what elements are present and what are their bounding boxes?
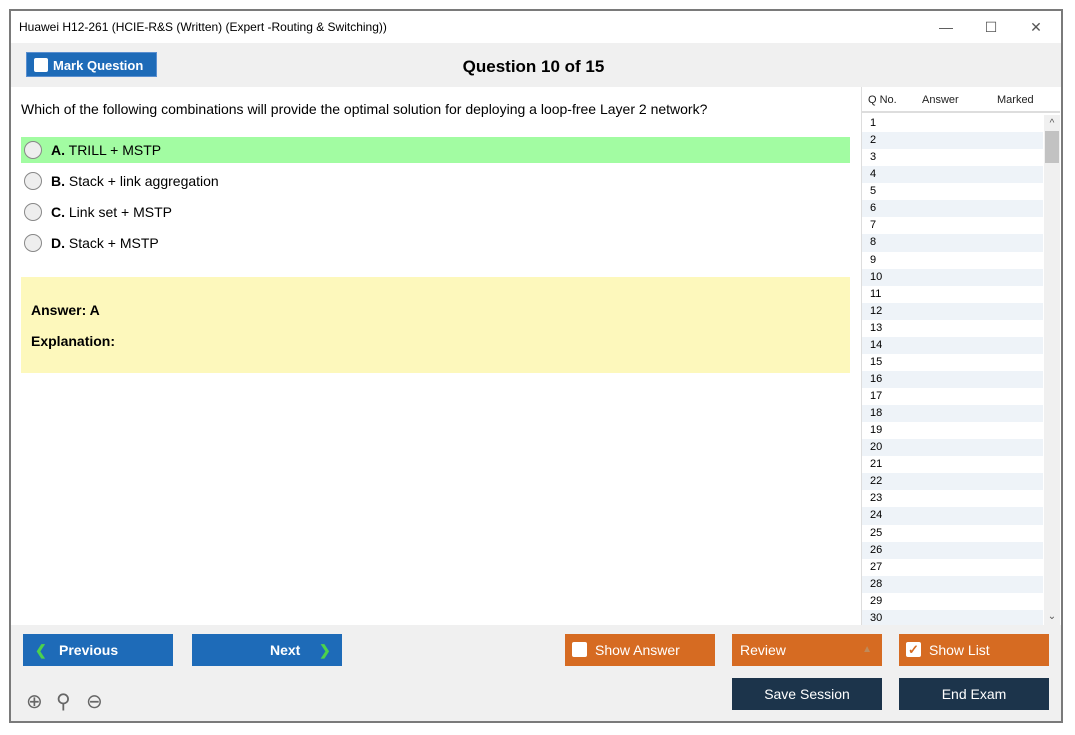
list-row[interactable]: 17 [870,390,883,402]
list-row[interactable]: 23 [870,492,883,505]
list-row[interactable]: 4 [862,166,1043,184]
list-row[interactable]: 28 [862,575,1043,593]
list-row[interactable]: 13 [870,321,883,334]
list-row[interactable]: 26 [862,541,1043,559]
mark-question-label: Mark Question [53,58,144,73]
list-row[interactable]: 2 [862,132,1043,150]
answer-panel: Answer: A Explanation: [21,277,850,373]
list-row[interactable]: 11 [870,287,882,300]
list-row[interactable]: 1 [870,117,877,129]
list-header: Q No. Answer Marked [862,87,1060,113]
option-letter: D. [51,235,65,251]
list-row[interactable]: 5 [870,185,877,198]
checkbox-icon [572,642,587,657]
list-row[interactable]: 3 [870,151,877,164]
next-label: Next [270,642,301,658]
list-row[interactable]: 15 [870,355,883,368]
list-scrollbar[interactable]: ^ ⌄ [1044,115,1060,625]
question-counter: Question 10 of 15 [462,57,605,76]
answer-label: Answer: A [31,302,100,318]
radio-button[interactable] [24,234,42,252]
previous-button[interactable]: ❮ Previous [23,634,173,666]
list-row[interactable]: 7 [870,219,877,232]
exam-window: Huawei H12-261 (HCIE-R&S (Written) (Expe… [9,9,1063,723]
show-answer-button[interactable]: Show Answer [565,634,715,666]
list-row[interactable]: 9 [870,253,877,266]
bottom-bar: ❮ Previous Next ❯ Show Answer Review ▲ ✓ Sho… [11,625,1061,721]
zoom-in-icon[interactable]: ⊕ [26,691,43,713]
toolbar: Mark Question Question 10 of 15 [11,43,1061,87]
show-list-label: Show List [929,642,990,658]
option-d[interactable]: D. Stack + MSTP [21,230,850,256]
option-b[interactable]: B. Stack + link aggregation [21,168,850,194]
question-list: Q No. Answer Marked 1 2 3 4 5 6 7 8 9 10 11 12 13 14 1… [861,87,1060,627]
option-text: Stack + MSTP [68,235,159,251]
title-bar: Huawei H12-261 (HCIE-R&S (Written) (Expe… [11,11,1061,43]
review-label: Review [740,642,786,658]
scroll-up-icon[interactable]: ^ [1049,118,1055,129]
radio-button[interactable] [24,141,42,159]
header-marked: Marked [997,94,1034,106]
question-area: Which of the following combinations will… [11,87,861,625]
list-row[interactable]: 20 [862,439,1043,457]
option-a[interactable]: A. TRILL + MSTP [21,137,850,163]
list-row[interactable]: 14 [862,336,1043,354]
list-row[interactable]: 22 [862,473,1043,491]
radio-button[interactable] [24,172,42,190]
mark-question-button[interactable]: Mark Question [26,52,157,77]
header-answer: Answer [922,94,959,106]
list-row[interactable]: 21 [870,458,883,471]
list-row[interactable]: 27 [870,560,883,573]
caret-up-icon: ▲ [862,644,872,655]
list-row[interactable]: 16 [862,370,1043,388]
radio-button[interactable] [24,203,42,221]
chevron-right-icon: ❯ [319,642,331,658]
minimize-icon[interactable]: — [939,19,953,35]
zoom-out-icon[interactable]: ⊖ [86,691,103,713]
option-text: TRILL + MSTP [68,142,162,158]
close-icon[interactable]: ✕ [1030,19,1042,35]
list-row[interactable]: 29 [870,594,883,607]
window-title: Huawei H12-261 (HCIE-R&S (Written) (Expe… [19,20,387,34]
checkbox-checked-icon: ✓ [906,642,921,657]
list-row[interactable]: 8 [862,234,1043,252]
zoom-reset-icon[interactable]: ⚲ [56,691,71,713]
checkbox-icon [34,58,48,72]
option-letter: A. [51,142,65,158]
option-letter: C. [51,204,65,220]
save-session-button[interactable]: Save Session [732,678,882,710]
show-list-button[interactable]: ✓ Show List [899,634,1049,666]
scroll-down-icon[interactable]: ⌄ [1047,611,1057,622]
show-answer-label: Show Answer [595,642,680,658]
list-row[interactable]: 6 [862,200,1043,218]
maximize-icon[interactable]: ☐ [984,19,998,35]
scroll-thumb[interactable] [1045,131,1059,163]
question-text: Which of the following combinations will… [21,101,708,117]
list-row[interactable]: 24 [862,507,1043,525]
next-button[interactable]: Next ❯ [192,634,342,666]
list-row[interactable]: 30 [862,609,1043,627]
explanation-label: Explanation: [31,333,116,349]
chevron-left-icon: ❮ [35,642,47,658]
option-text: Stack + link aggregation [68,173,219,189]
list-row[interactable]: 25 [870,526,883,539]
option-c[interactable]: C. Link set + MSTP [21,199,850,225]
previous-label: Previous [59,642,119,658]
end-exam-button[interactable]: End Exam [899,678,1049,710]
header-qno: Q No. [868,94,897,106]
list-row[interactable]: 19 [870,424,883,437]
review-dropdown[interactable]: Review ▲ [732,634,882,666]
option-letter: B. [51,173,65,189]
list-row[interactable]: 18 [862,405,1043,423]
option-text: Link set + MSTP [68,204,172,220]
list-row[interactable]: 10 [862,268,1043,286]
list-row[interactable]: 12 [862,302,1043,320]
